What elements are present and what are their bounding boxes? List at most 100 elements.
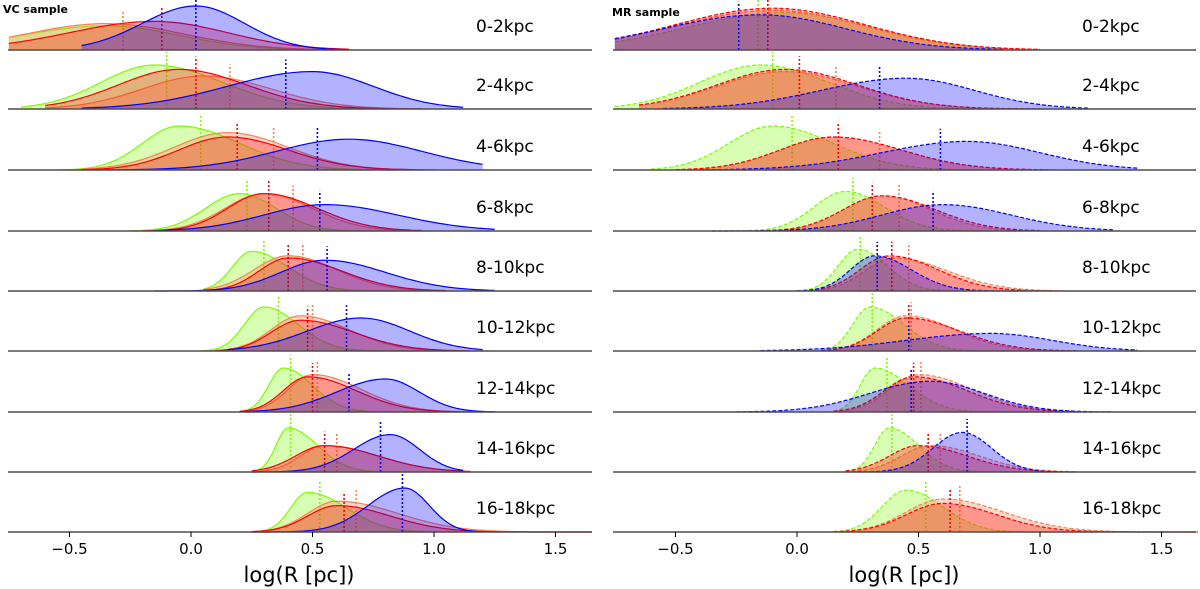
mr-row-label: 4-6kpc [1082, 137, 1140, 157]
mr-density-line-green [845, 427, 1028, 473]
mr-density-fill-red [833, 503, 1198, 532]
vc-density-line-orange [8, 23, 337, 51]
mr-density-line-blue [699, 140, 1138, 171]
mr-density-fill-blue [736, 381, 1113, 412]
vc-density-fill-orange [142, 193, 422, 231]
vc-density-line-blue [154, 259, 495, 292]
vc-density-fill-red [239, 376, 471, 412]
mr-x-tick-label: 1.5 [1150, 540, 1174, 558]
mr-sample-panel: MR sample log(R [pc]) 0-2kpc 2-4kpc 4-6kpc… [612, 0, 1198, 587]
mr-density-fill-red [833, 376, 1077, 412]
vc-density-line-blue [227, 317, 483, 351]
mr-density-fill-blue [857, 432, 1077, 472]
vc-row-label: 2-4kpc [476, 76, 534, 96]
vc-density-line-blue [106, 138, 483, 171]
mr-density-fill-green [797, 249, 1004, 291]
vc-density-line-green [57, 125, 398, 171]
mr-density-fill-red [760, 195, 1040, 231]
mr-density-line-blue [736, 380, 1113, 413]
vc-density-line-red [239, 376, 471, 413]
mr-density-line-red [833, 376, 1077, 413]
mr-density-fill-blue [797, 255, 1028, 291]
mr-density-fill-green [833, 368, 1040, 412]
mr-density-fill-green [614, 65, 1004, 109]
mr-density-fill-orange [614, 10, 1040, 50]
vc-density-line-green [20, 64, 398, 110]
vc-density-fill-green [130, 193, 386, 231]
mr-density-line-orange [845, 445, 1077, 473]
mr-density-fill-blue [663, 78, 1089, 109]
vc-density-line-blue [239, 378, 495, 413]
vc-density-fill-blue [239, 379, 495, 412]
vc-panel-title: VC sample [3, 3, 68, 16]
mr-density-line-blue [760, 332, 1138, 352]
mr-row-label: 0-2kpc [1082, 17, 1140, 37]
mr-density-line-red [821, 317, 1077, 352]
mr-density-line-blue [857, 431, 1077, 473]
vc-density-line-red [8, 20, 349, 50]
mr-density-line-red [760, 195, 1041, 232]
vc-row-label: 8-10kpc [476, 258, 545, 278]
vc-density-fill-blue [251, 434, 464, 472]
vc-density-fill-red [251, 445, 471, 472]
vc-x-axis-label: log(R [pc]) [244, 563, 355, 587]
vc-density-line-red [215, 319, 471, 352]
mr-density-fill-orange [833, 499, 1198, 532]
vc-density-fill-orange [251, 445, 459, 472]
mr-row-label: 12-14kpc [1082, 379, 1161, 399]
mr-density-fill-red [614, 8, 1040, 50]
mr-density-fill-red [639, 69, 1040, 109]
vc-density-line-red [81, 136, 422, 171]
vc-density-fill-blue [251, 488, 483, 532]
vc-row-label: 6-8kpc [476, 198, 534, 218]
vc-density-fill-red [203, 258, 447, 291]
vc-x-tick-label: −0.5 [51, 540, 87, 558]
mr-density-line-green [651, 125, 1028, 171]
mr-row-label: 14-16kpc [1082, 439, 1161, 459]
mr-density-line-red [675, 136, 1053, 171]
mr-density-fill-green [748, 191, 1016, 231]
mr-row-label: 6-8kpc [1082, 198, 1140, 218]
mr-x-tick-label: −0.5 [657, 540, 693, 558]
vc-density-fill-green [251, 492, 459, 532]
vc-density-line-blue [154, 204, 495, 232]
mr-density-line-red [809, 255, 1053, 292]
vc-density-fill-blue [154, 260, 495, 291]
mr-density-line-orange [833, 373, 1077, 413]
mr-density-line-red [833, 502, 1198, 533]
vc-density-fill-orange [203, 255, 447, 291]
vc-density-line-orange [215, 315, 459, 352]
mr-density-fill-blue [712, 204, 1113, 231]
mr-density-line-orange [809, 257, 1065, 292]
vc-density-fill-blue [154, 204, 495, 231]
mr-x-axis-label: log(R [pc]) [849, 563, 960, 587]
vc-row-label: 12-14kpc [476, 379, 555, 399]
mr-density-line-red [845, 444, 1065, 473]
mr-x-tick-label: 1.0 [1028, 540, 1052, 558]
mr-density-fill-blue [614, 14, 1004, 51]
mr-density-line-blue [796, 255, 1028, 292]
mr-x-tick-label: 0.5 [907, 540, 931, 558]
vc-density-line-red [45, 68, 422, 110]
vc-row-label: 4-6kpc [476, 137, 534, 157]
vc-density-fill-red [45, 69, 422, 109]
mr-density-line-blue [614, 14, 1004, 50]
mr-density-fill-orange [821, 315, 1065, 351]
mr-density-line-red [614, 7, 1041, 50]
mr-density-fill-orange [675, 137, 1053, 170]
mr-density-fill-red [845, 445, 1065, 472]
vc-density-fill-orange [81, 132, 434, 170]
vc-density-fill-blue [81, 6, 349, 50]
vc-density-line-red [142, 192, 422, 232]
vc-density-line-blue [81, 5, 350, 51]
vc-density-line-red [251, 444, 471, 472]
vc-sample-panel: VC sample log(R [pc]) 0-2kpc 2-4kpc 4-6kpc… [3, 0, 593, 587]
vc-row-label: 16-18kpc [476, 499, 555, 519]
mr-density-fill-blue [699, 141, 1138, 170]
vc-density-fill-red [81, 137, 422, 170]
mr-row-label: 2-4kpc [1082, 76, 1140, 96]
mr-density-fill-red [809, 255, 1053, 291]
vc-row-label: 0-2kpc [476, 17, 534, 37]
mr-density-line-green [614, 64, 1004, 110]
